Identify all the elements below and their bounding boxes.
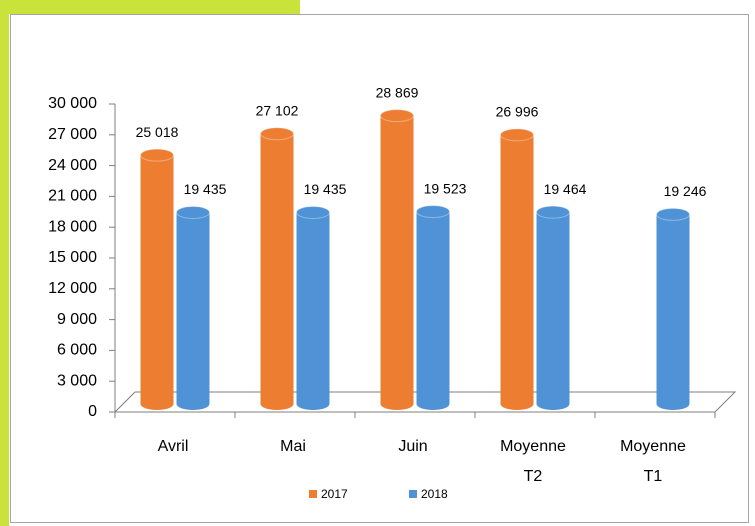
bar — [260, 127, 294, 410]
bar-bottom — [176, 398, 210, 410]
bar-shade — [296, 212, 330, 404]
bar — [656, 207, 690, 410]
y-tick-label: 21 000 — [48, 188, 97, 205]
bar — [416, 205, 450, 410]
legend-label: 2017 — [321, 487, 348, 501]
y-tick-label: 0 — [88, 403, 97, 420]
data-label: 19 435 — [304, 181, 347, 197]
y-tick-label: 12 000 — [48, 280, 97, 297]
bar-bottom — [656, 398, 690, 410]
x-tick-label: Moyenne T1 — [620, 438, 686, 485]
bar-bottom — [536, 398, 570, 410]
data-label: 27 102 — [256, 102, 299, 118]
bar-top — [296, 205, 330, 219]
bar-shade — [380, 115, 414, 404]
y-tick-label: 3 000 — [57, 372, 97, 389]
y-tick-label: 6 000 — [57, 342, 97, 359]
x-tick-label: Mai — [280, 438, 306, 455]
y-tick-label: 15 000 — [48, 249, 97, 266]
bar-shade — [140, 155, 174, 404]
floor — [113, 391, 737, 413]
bar-shade — [176, 212, 210, 404]
bar-top — [500, 128, 534, 142]
data-label: 19 435 — [184, 181, 227, 197]
bar-bottom — [260, 398, 294, 410]
y-tick-label: 18 000 — [48, 218, 97, 235]
y-tick-label: 9 000 — [57, 311, 97, 328]
bar-shade — [416, 211, 450, 404]
data-label: 19 523 — [424, 180, 467, 196]
bar — [380, 109, 414, 410]
bar-bottom — [416, 398, 450, 410]
bar-shade — [500, 134, 534, 404]
bar-shade — [260, 133, 294, 404]
x-tick-label: Avril — [157, 438, 189, 455]
bar-top — [260, 127, 294, 141]
legend-label: 2018 — [421, 487, 448, 501]
bar-bottom — [380, 398, 414, 410]
bar-bottom — [140, 398, 174, 410]
bar — [536, 205, 570, 410]
bar-bottom — [500, 398, 534, 410]
bar — [296, 205, 330, 410]
bar-bottom — [296, 398, 330, 410]
y-tick-label: 30 000 — [48, 95, 97, 112]
bar — [500, 128, 534, 410]
data-label: 19 246 — [664, 183, 707, 199]
bar-shade — [536, 212, 570, 404]
bar-shade — [656, 214, 690, 404]
legend-swatch — [409, 490, 417, 498]
accent-bar — [0, 0, 9, 526]
legend-swatch — [309, 490, 317, 498]
data-label: 26 996 — [496, 104, 539, 120]
bar-top — [380, 109, 414, 123]
x-tick-label: Juin — [398, 438, 428, 455]
data-label: 25 018 — [136, 124, 179, 140]
accent-bar — [0, 0, 300, 14]
bar-top — [536, 205, 570, 219]
data-label: 19 464 — [544, 181, 587, 197]
bar — [176, 205, 210, 410]
chart-frame — [10, 14, 749, 523]
y-tick-label: 27 000 — [48, 126, 97, 143]
x-tick-label: Moyenne T2 — [500, 438, 566, 485]
bar-top — [140, 148, 174, 162]
y-tick-label: 24 000 — [48, 157, 97, 174]
bar — [140, 148, 174, 410]
bar-top — [656, 207, 690, 221]
bar-top — [176, 205, 210, 219]
data-label: 28 869 — [376, 84, 419, 100]
bar-top — [416, 205, 450, 219]
